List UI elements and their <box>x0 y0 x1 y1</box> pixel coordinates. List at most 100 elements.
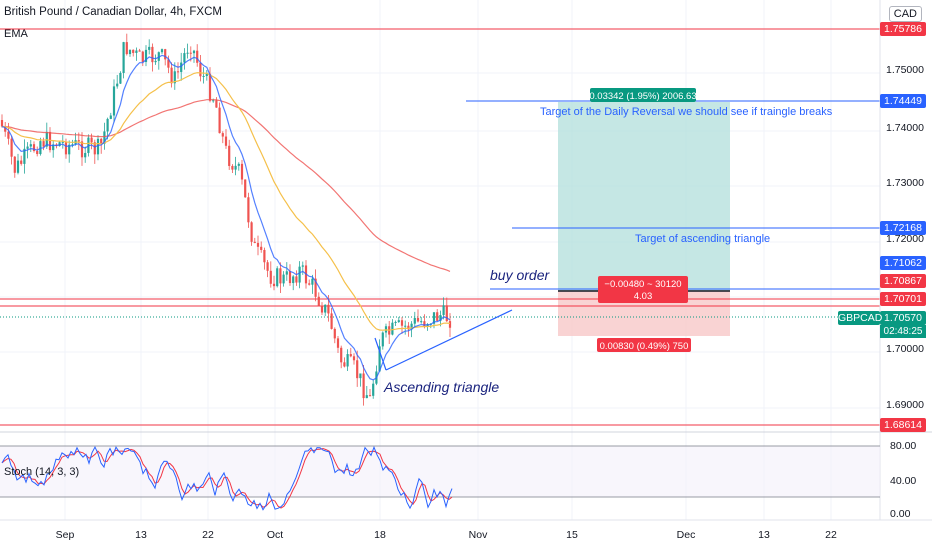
symbol-tag: GBPCAD <box>838 311 883 325</box>
candle-body <box>135 50 138 53</box>
candle-body <box>228 145 231 166</box>
candle-body <box>148 46 151 50</box>
candle-body <box>378 346 381 372</box>
ema-legend[interactable]: EMA <box>4 28 28 40</box>
candle-body <box>224 136 228 146</box>
candle-body <box>205 73 208 76</box>
candle-body <box>128 49 132 55</box>
candle-body <box>138 50 141 52</box>
candle-body <box>122 42 125 73</box>
candle-body <box>96 138 100 155</box>
candle-body <box>26 146 29 149</box>
candle-body <box>109 115 112 119</box>
price-tag-buy-order: 1.71062 <box>880 256 926 270</box>
price-tick: 1.72000 <box>886 233 924 245</box>
price-tick: 1.74000 <box>886 122 924 134</box>
loss-label-bg <box>597 338 691 352</box>
candle-body <box>295 276 298 283</box>
candle-body <box>125 42 128 55</box>
buy-order-text[interactable]: buy order <box>490 267 550 283</box>
candle-body <box>218 107 221 134</box>
candle-body <box>189 52 192 54</box>
candle-body <box>154 60 157 63</box>
candle-body <box>240 163 244 180</box>
candle-body <box>39 141 42 155</box>
candle-body <box>445 305 448 322</box>
candle-body <box>432 312 436 324</box>
target-daily-text[interactable]: Target of the Daily Reversal we should s… <box>540 106 833 118</box>
stoch-tick: 40.00 <box>890 475 916 487</box>
triangle-side-line[interactable] <box>374 337 387 371</box>
ema-fast-line <box>1 54 451 381</box>
candle-body <box>68 144 71 155</box>
candle-body <box>416 318 420 322</box>
candle-body <box>298 266 301 283</box>
candle-body <box>346 354 349 367</box>
candle-body <box>192 50 196 54</box>
candle-body <box>436 312 439 321</box>
target-triangle-text[interactable]: Target of ascending triangle <box>635 233 770 245</box>
ema-slow-line <box>1 99 451 272</box>
candle-body <box>215 100 218 108</box>
candle-body <box>71 144 74 146</box>
candle-body <box>311 278 314 285</box>
stoch-k-line <box>1 445 453 511</box>
price-tick: 1.69000 <box>886 399 924 411</box>
candle-body <box>173 71 176 84</box>
chart-title[interactable]: British Pound / Canadian Dollar, 4h, FXC… <box>4 6 222 18</box>
time-label: 13 <box>758 529 770 541</box>
candle-body <box>170 67 173 84</box>
ema-mid-line <box>1 72 451 331</box>
candle-body <box>7 131 10 139</box>
candle-body <box>410 323 413 330</box>
candle-body <box>61 141 64 143</box>
candle-body <box>340 347 343 363</box>
candle-body <box>400 320 404 326</box>
candle-body <box>64 141 68 155</box>
price-tick: 1.75000 <box>886 64 924 76</box>
candle-body <box>10 138 13 157</box>
price-tag-resistance-1: 1.70867 <box>880 274 926 288</box>
candle-body <box>52 144 55 151</box>
candle-body <box>394 321 397 323</box>
triangle-lower-line[interactable] <box>385 309 513 371</box>
candle-body <box>423 321 426 327</box>
ascending-triangle-text[interactable]: Ascending triangle <box>383 379 499 395</box>
candle-body <box>80 141 84 158</box>
candle-body <box>288 271 292 284</box>
currency-selector[interactable]: CAD <box>888 6 922 22</box>
time-label: 13 <box>135 529 147 541</box>
candle-body <box>13 156 16 173</box>
candle-body <box>103 131 106 144</box>
stoch-legend[interactable]: Stoch (14, 3, 3) <box>4 466 80 478</box>
candle-body <box>263 249 266 263</box>
stoch-axis[interactable]: 80.00 40.00 0.00 <box>890 440 916 520</box>
candle-body <box>0 120 4 127</box>
candle-body <box>183 53 186 63</box>
candle-body <box>381 332 384 347</box>
time-label: Oct <box>267 529 283 541</box>
candle-body <box>292 276 295 284</box>
price-tag-top: 1.75786 <box>880 22 926 36</box>
price-axis[interactable]: 1.75000 1.74000 1.73000 1.72000 1.70000 … <box>886 64 924 411</box>
candle-body <box>372 383 375 396</box>
bar-countdown: 02:48:25 <box>880 325 926 338</box>
candle-body <box>362 373 365 399</box>
candle-body <box>167 59 170 68</box>
candle-body <box>247 197 250 223</box>
candle-body <box>77 140 80 142</box>
time-axis[interactable]: Sep 13 22 Oct 18 Nov 15 Dec 13 22 <box>56 529 837 541</box>
candle-body <box>308 283 311 285</box>
profit-zone[interactable] <box>558 102 730 291</box>
candle-body <box>116 83 119 87</box>
candle-body <box>164 49 167 60</box>
candle-body <box>439 315 442 321</box>
candle-body <box>330 313 333 329</box>
price-tick: 1.70000 <box>886 343 924 355</box>
candle-body <box>365 395 368 399</box>
candle-body <box>276 268 279 287</box>
price-tag-bottom: 1.68614 <box>880 418 926 432</box>
candle-body <box>199 62 202 77</box>
candle-body <box>20 160 23 164</box>
